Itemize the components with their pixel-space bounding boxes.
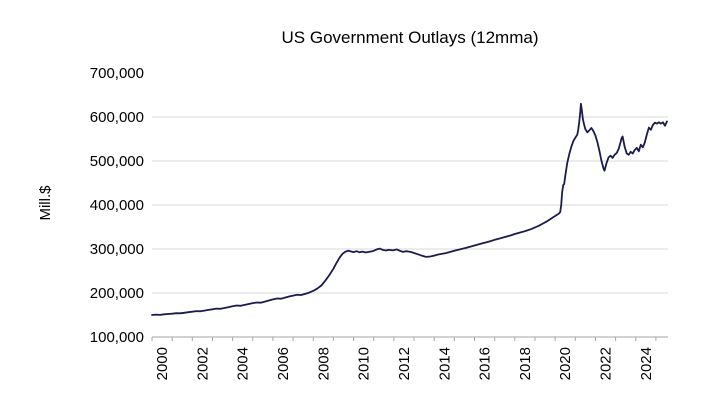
y-tick-label: 600,000 xyxy=(90,109,144,126)
x-tick-label: 2018 xyxy=(517,347,534,380)
x-tick-label: 2024 xyxy=(638,347,655,380)
x-tick-label: 2000 xyxy=(154,347,171,380)
gridlines xyxy=(152,116,668,294)
x-tick-label: 2004 xyxy=(235,347,252,380)
y-tick-label: 400,000 xyxy=(90,197,144,214)
axes xyxy=(151,336,668,341)
y-axis-title: Mill.$ xyxy=(37,185,54,221)
x-tick-label: 2012 xyxy=(396,347,413,380)
x-axis-labels: 2000 2002 2004 2006 2008 2010 2012 2014 2016 2018… xyxy=(154,347,655,380)
data-series xyxy=(151,102,668,316)
x-tick-label: 2006 xyxy=(275,347,292,380)
y-tick-label: 100,000 xyxy=(90,329,144,346)
x-tick-label: 2022 xyxy=(598,347,615,380)
x-tick-label: 2008 xyxy=(315,347,332,380)
y-tick-label: 200,000 xyxy=(90,285,144,302)
y-tick-label: 300,000 xyxy=(90,241,144,258)
chart-title: US Government Outlays (12mma) xyxy=(282,28,539,47)
outlays-line xyxy=(151,102,668,316)
x-tick-label: 2010 xyxy=(356,347,373,380)
y-axis-labels: 100,000 200,000 300,000 400,000 500,000 600,0… xyxy=(90,65,144,346)
y-tick-label: 700,000 xyxy=(90,65,144,82)
x-tick-label: 2002 xyxy=(194,347,211,380)
y-tick-label: 500,000 xyxy=(90,153,144,170)
x-tick-label: 2014 xyxy=(436,347,453,380)
x-tick-label: 2020 xyxy=(557,347,574,380)
x-tick-label: 2016 xyxy=(477,347,494,380)
